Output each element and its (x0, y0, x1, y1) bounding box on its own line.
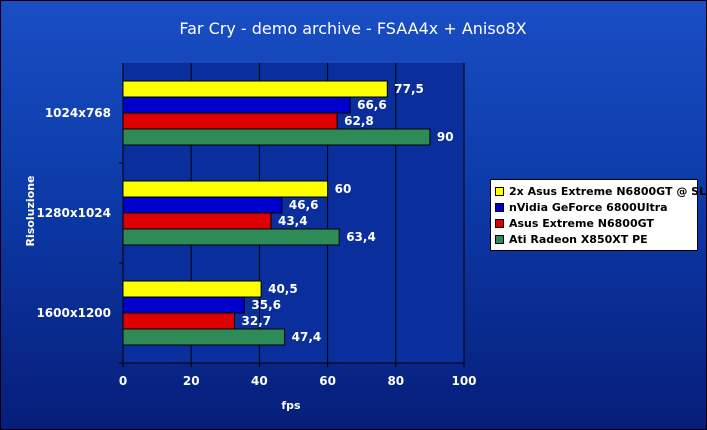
data-label: 43,4 (278, 214, 308, 228)
bar (122, 228, 340, 246)
x-tick-label: 80 (387, 374, 404, 388)
legend-label: 2x Asus Extreme N6800GT @ SLI (509, 184, 707, 198)
bar (122, 296, 245, 314)
bar (122, 212, 272, 230)
data-label: 63,4 (346, 230, 376, 244)
data-label: 60 (335, 182, 352, 196)
legend-label: Ati Radeon X850XT PE (509, 232, 648, 246)
x-tick-label: 60 (319, 374, 336, 388)
bar (122, 312, 236, 330)
data-label: 35,6 (251, 298, 281, 312)
x-axis-title: fps (281, 399, 301, 412)
legend-item: nVidia GeForce 6800Ultra (495, 199, 693, 215)
data-label: 40,5 (268, 282, 298, 296)
bar (122, 112, 338, 130)
bar (122, 96, 351, 114)
bar (122, 196, 283, 214)
x-tick-label: 100 (451, 374, 476, 388)
legend-swatch (495, 202, 504, 212)
y-axis-title: Risoluzione (24, 176, 37, 247)
x-tick-label: 0 (119, 374, 127, 388)
legend-item: Ati Radeon X850XT PE (495, 231, 693, 247)
plot-area: 0 20 40 60 80 100 1024x768 77,5 66,6 62,8 90 1280x1… (36, 63, 477, 388)
x-tick-label: 40 (251, 374, 268, 388)
legend: 2x Asus Extreme N6800GT @ SLI nVidia GeFo… (490, 179, 707, 251)
bar (122, 80, 388, 98)
legend-swatch (495, 186, 504, 196)
category-label: 1024x768 (45, 106, 111, 120)
category-label: 1600x1200 (36, 306, 111, 320)
bar (122, 128, 431, 146)
data-label: 47,4 (292, 330, 322, 344)
legend-swatch (495, 234, 504, 244)
data-label: 77,5 (394, 82, 424, 96)
data-label: 66,6 (357, 98, 387, 112)
bar (122, 180, 329, 198)
data-label: 32,7 (242, 314, 272, 328)
x-tick-label: 20 (183, 374, 200, 388)
data-label: 46,6 (289, 198, 319, 212)
category-label: 1280x1024 (36, 206, 111, 220)
bar (122, 328, 286, 346)
legend-label: Asus Extreme N6800GT (509, 216, 654, 230)
data-label: 90 (437, 130, 454, 144)
bar (122, 280, 262, 298)
chart-title: Far Cry - demo archive - FSAA4x + Aniso8… (179, 19, 526, 38)
legend-item: Asus Extreme N6800GT (495, 215, 693, 231)
legend-swatch (495, 218, 504, 228)
legend-item: 2x Asus Extreme N6800GT @ SLI (495, 183, 707, 199)
data-label: 62,8 (344, 114, 374, 128)
legend-label: nVidia GeForce 6800Ultra (509, 200, 668, 214)
